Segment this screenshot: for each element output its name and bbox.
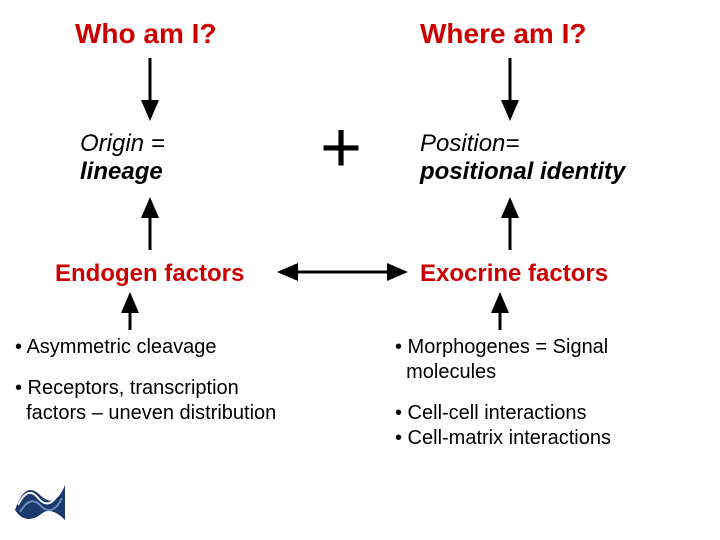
bullet-left-2: • Receptors, transcription <box>15 376 315 401</box>
bullets-left: • Asymmetric cleavage • Receptors, trans… <box>15 335 315 442</box>
bullet-right-2: • Cell-cell interactions <box>395 401 705 426</box>
wave-logo-icon <box>10 470 70 525</box>
heading-right: Where am I? <box>420 18 586 50</box>
position-label: Position= <box>420 130 625 158</box>
origin-block: Origin = lineage <box>80 130 165 186</box>
bullet-right-1-cont: molecules <box>395 360 705 385</box>
position-block: Position= positional identity <box>420 130 625 186</box>
bullet-left-1: • Asymmetric cleavage <box>15 335 315 360</box>
bullets-right: • Morphogenes = Signal molecules • Cell-… <box>395 335 705 467</box>
bullet-right-3: • Cell-matrix interactions <box>395 426 705 451</box>
origin-value: lineage <box>80 158 165 186</box>
bullet-right-1: • Morphogenes = Signal <box>395 335 705 360</box>
position-value: positional identity <box>420 158 625 186</box>
plus-symbol: + <box>320 112 362 184</box>
factors-right: Exocrine factors <box>420 260 608 288</box>
origin-label: Origin = <box>80 130 165 158</box>
factors-left: Endogen factors <box>55 260 244 288</box>
heading-left: Who am I? <box>75 18 217 50</box>
bullet-left-2-cont: factors – uneven distribution <box>15 401 315 426</box>
logo <box>10 470 70 530</box>
